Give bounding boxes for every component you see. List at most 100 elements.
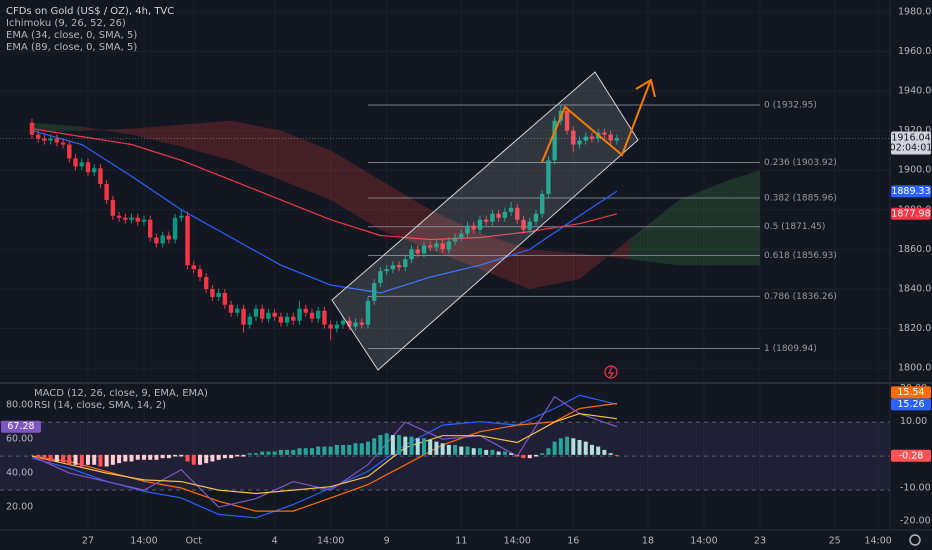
labels: CFDs on Gold (US$ / OZ), 4h, TVC Ichimok…: [1, 6, 932, 547]
macd-histogram-bar: [453, 444, 458, 455]
x-tick-label: 4: [272, 536, 278, 547]
candle-body: [284, 316, 290, 323]
macd-histogram-bar: [104, 454, 109, 467]
candle-body: [421, 245, 427, 254]
candle-body: [334, 324, 340, 329]
candle-body: [228, 304, 234, 313]
macd-histogram-bar: [42, 454, 47, 460]
value-box-label: 15.54: [897, 387, 924, 398]
x-tick-label: 11: [455, 536, 467, 547]
macd-histogram-bar: [179, 454, 184, 457]
macd-histogram-bar: [589, 444, 594, 455]
settings-gear[interactable]: [909, 534, 921, 546]
macd-histogram-bar: [596, 446, 601, 455]
candle-body: [179, 215, 184, 218]
legend-entry: RSI (14, close, SMA, 14, 2): [34, 400, 166, 411]
cloud-segment: [131, 124, 182, 147]
candle-body: [577, 140, 582, 145]
x-tick-label: Oct: [186, 536, 203, 547]
macd-histogram-bar: [515, 454, 520, 457]
macd-histogram-bar: [434, 441, 439, 455]
candle-body: [266, 312, 271, 319]
macd-histogram-bar: [415, 438, 420, 455]
candle-body: [322, 310, 327, 325]
macd-histogram-bar: [359, 443, 364, 455]
value-box: [891, 398, 931, 411]
macd-histogram-bar: [92, 454, 97, 465]
candle-body: [527, 221, 532, 230]
macd-histogram-bar: [608, 453, 613, 455]
event-icon[interactable]: [604, 365, 618, 379]
x-tick-label: 14:00: [130, 536, 157, 547]
y-tick-label: 1820.00: [898, 323, 932, 334]
macd-histogram-bar: [583, 441, 588, 455]
macd-histogram-bar: [484, 449, 489, 455]
y-tick-label: 1960.00: [898, 46, 932, 57]
macd-histogram-bar: [421, 438, 426, 455]
macd-histogram-bar: [79, 454, 84, 467]
candle-body: [396, 265, 402, 268]
cloud-segment: [330, 150, 381, 230]
macd-histogram-bar: [36, 454, 41, 459]
candle-body: [92, 168, 97, 173]
y-tick-label: -20.00: [900, 516, 931, 527]
macd-histogram-bar: [129, 454, 134, 462]
candle-body: [123, 217, 128, 220]
candle-body: [67, 144, 72, 159]
candle-body: [347, 320, 352, 327]
candle-body: [471, 225, 476, 230]
macd-histogram-bar: [110, 454, 115, 465]
settings-icon[interactable]: [909, 534, 921, 546]
macd-histogram-bar: [397, 434, 402, 455]
candle-body: [79, 162, 84, 167]
drawings: [331, 71, 656, 379]
projection-arrow: [541, 81, 651, 163]
macd-histogram-bar: [365, 441, 370, 455]
macd-histogram-bar: [341, 444, 346, 455]
cloud-segment: [629, 199, 680, 266]
macd-histogram-bar: [509, 453, 514, 455]
macd-histogram-bar: [123, 454, 128, 462]
candle-body: [247, 316, 252, 325]
legend-entry: MACD (12, 26, close, 9, EMA, EMA): [34, 388, 208, 399]
candle-body: [272, 312, 277, 317]
y-tick-label: 1920.00: [898, 125, 932, 136]
macd-histogram-bar: [278, 449, 283, 455]
candle-body: [303, 308, 308, 313]
cloud-segment: [181, 120, 232, 161]
macd-histogram-bar: [546, 448, 551, 455]
cloud-segment: [380, 180, 431, 250]
candle-body: [490, 213, 495, 222]
candle-body: [608, 134, 613, 141]
macd-histogram-bar: [266, 451, 271, 455]
candle-body: [116, 215, 122, 218]
macd-histogram-bar: [465, 446, 470, 455]
candle-body: [253, 308, 259, 317]
candle-body: [309, 312, 315, 319]
macd-histogram-bar: [614, 454, 619, 456]
macd-histogram-bar: [191, 454, 196, 465]
candle-body: [440, 243, 445, 250]
last-price-label: 1916.04: [891, 132, 930, 143]
candle-body: [409, 249, 414, 260]
fib-label: 0.618 (1856.93): [764, 251, 837, 261]
y-tick-label: 1840.00: [898, 283, 932, 294]
fib-label: 0.5 (1871.45): [764, 222, 825, 232]
macd-histogram-bar: [48, 454, 53, 462]
candle-body: [185, 215, 190, 266]
cloud-segment: [579, 239, 630, 280]
macd-histogram-bar: [303, 448, 308, 455]
x-tick-label: 18: [642, 536, 654, 547]
macd-histogram-bar: [61, 454, 66, 464]
macd-histogram-bar: [222, 454, 227, 459]
y2-tick-label: 20.00: [6, 502, 33, 513]
y-tick-label: 1860.00: [898, 244, 932, 255]
candle-body: [135, 217, 140, 222]
y-tick-label: 1900.00: [898, 165, 932, 176]
macd-histogram-bar: [552, 441, 557, 455]
macd-histogram-bar: [521, 454, 526, 459]
fibonacci: 0 (1932.95) 0.236 (1903.92) 0.382 (1885.96…: [368, 101, 837, 354]
candle-body: [98, 168, 103, 185]
macd-histogram-bar: [384, 433, 389, 455]
